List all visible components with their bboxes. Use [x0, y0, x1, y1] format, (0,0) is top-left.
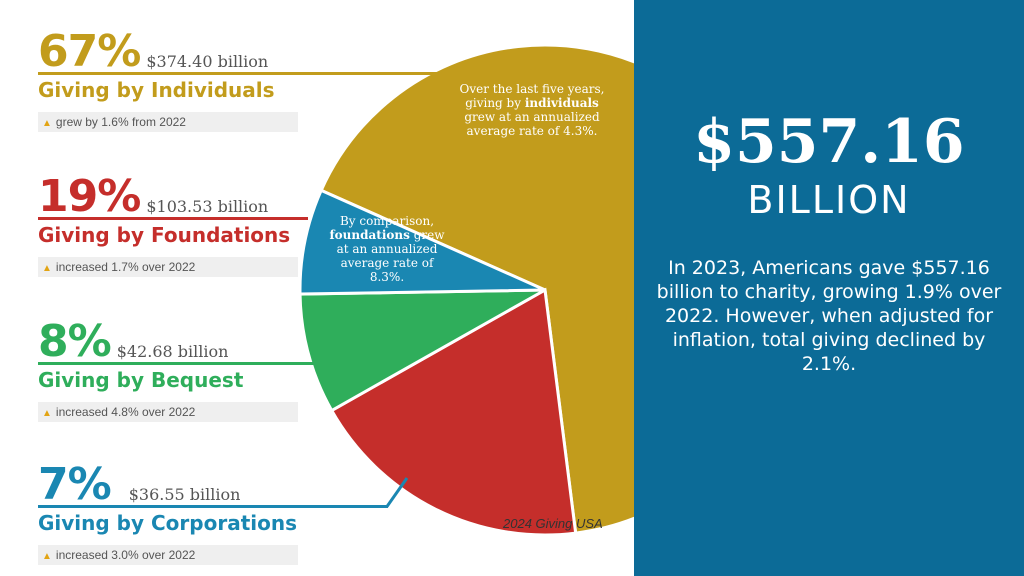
source-label: 2024 Giving USA: [503, 516, 603, 531]
slice-foundations: [329, 287, 578, 537]
note-foundations-bold: foundations: [329, 228, 410, 242]
amount-bequest: $42.68 billion: [116, 342, 229, 361]
change-individuals: ▲ grew by 1.6% from 2022: [38, 112, 298, 132]
note-foundations-post: grew at an annualized average rate of 8.…: [336, 228, 445, 284]
percent-individuals: 67%: [38, 26, 141, 77]
rule-bequest: [38, 362, 320, 365]
rule-corporations: [38, 505, 388, 508]
change-corporations-text: increased 3.0% over 2022: [55, 548, 196, 562]
total-unit: BILLION: [747, 178, 911, 222]
pie-chart: [298, 43, 634, 537]
change-individuals-text: grew by 1.6% from 2022: [55, 115, 186, 129]
amount-individuals: $374.40 billion: [146, 52, 269, 71]
percent-foundations: 19%: [38, 171, 141, 222]
note-individuals-bold: individuals: [524, 96, 599, 110]
amount-corporations: $36.55 billion: [128, 485, 241, 504]
percent-corporations: 7%: [38, 459, 112, 510]
rule-individuals: [38, 72, 443, 75]
total-amount: $557.16: [693, 107, 965, 177]
up-arrow-icon: ▲: [42, 263, 52, 274]
label-individuals: Giving by Individuals: [38, 78, 275, 102]
category-corporations: 7% $36.55 billion Giving by Corporations …: [38, 463, 298, 565]
summary-panel: $557.16 BILLION In 2023, Americans gave …: [634, 0, 1024, 576]
change-bequest-text: increased 4.8% over 2022: [55, 405, 196, 419]
category-foundations: 19% $103.53 billion Giving by Foundations…: [38, 175, 298, 277]
change-corporations: ▲ increased 3.0% over 2022: [38, 545, 298, 565]
change-foundations-text: increased 1.7% over 2022: [55, 260, 196, 274]
up-arrow-icon: ▲: [42, 408, 52, 419]
category-bequest: 8% $42.68 billion Giving by Bequest ▲ incr…: [38, 320, 298, 422]
rule-foundations: [38, 217, 308, 220]
up-arrow-icon: ▲: [42, 118, 52, 129]
up-arrow-icon: ▲: [42, 551, 52, 562]
note-individuals: Over the last five years, giving by indi…: [448, 82, 616, 138]
percent-bequest: 8%: [38, 316, 112, 367]
note-foundations: By comparison, foundations grew at an an…: [325, 214, 449, 284]
note-individuals-post: grew at an annualized average rate of 4.…: [464, 110, 600, 138]
chart-panel: 67% $374.40 billion Giving by Individuals…: [38, 29, 634, 565]
note-foundations-pre: By comparison,: [339, 214, 435, 228]
label-bequest: Giving by Bequest: [38, 368, 244, 392]
slice-bequest: [298, 288, 546, 413]
label-foundations: Giving by Foundations: [38, 223, 291, 247]
change-bequest: ▲ increased 4.8% over 2022: [38, 402, 298, 422]
summary-text: In 2023, Americans gave $557.16 billion …: [656, 257, 1002, 375]
slice-individuals: [319, 43, 634, 535]
category-individuals: 67% $374.40 billion Giving by Individuals…: [38, 30, 298, 132]
label-corporations: Giving by Corporations: [38, 511, 297, 535]
note-individuals-pre: Over the last five years, giving by: [459, 82, 605, 110]
change-foundations: ▲ increased 1.7% over 2022: [38, 257, 298, 277]
slice-corporations: [298, 188, 546, 296]
amount-foundations: $103.53 billion: [146, 197, 269, 216]
